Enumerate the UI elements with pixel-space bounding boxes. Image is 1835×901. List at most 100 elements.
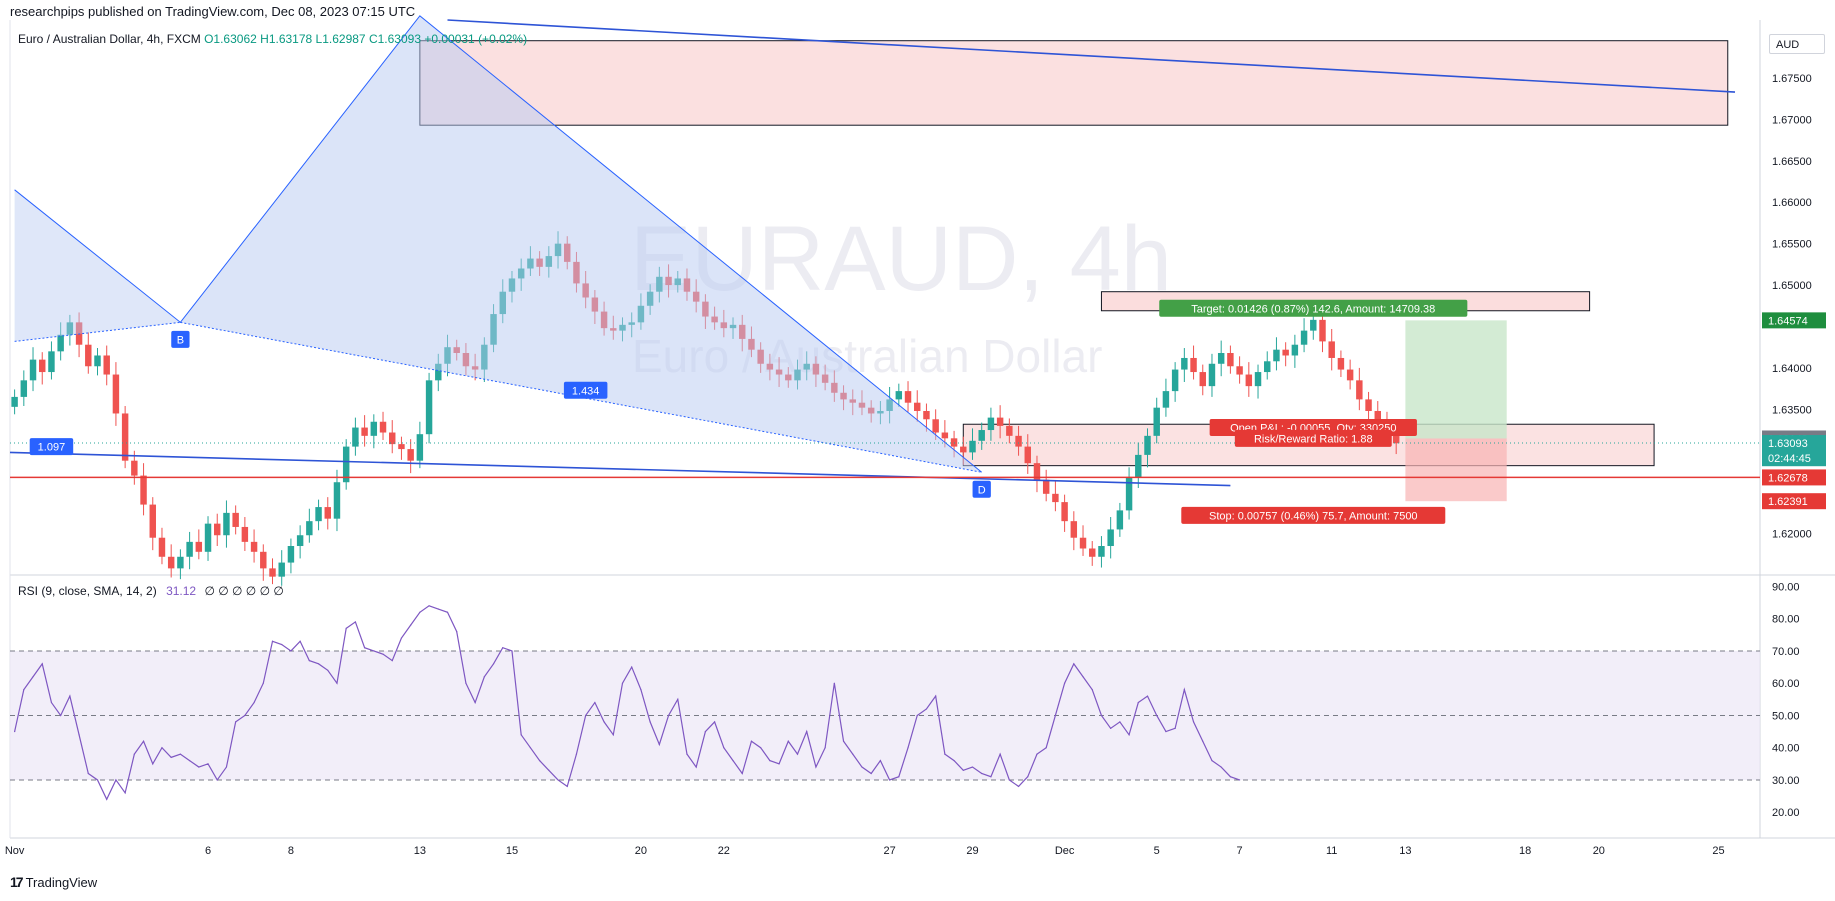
candle-body: [1208, 363, 1216, 387]
time-tick-label: 22: [718, 845, 730, 857]
price-tick-label: 1.66500: [1772, 156, 1812, 168]
rsi-point: [870, 772, 872, 775]
rsi-point: [1229, 776, 1231, 778]
candle-body: [407, 449, 414, 461]
price-axis-tag: 1.63093: [1768, 438, 1808, 450]
candle-body: [1264, 361, 1271, 373]
candle-body: [29, 359, 37, 381]
position-target-area: [1405, 320, 1507, 439]
time-tick-label: 5: [1154, 845, 1160, 857]
price-axis-tag: 02:44:45: [1768, 453, 1811, 465]
rsi-point: [437, 608, 439, 610]
rsi-point: [133, 753, 135, 755]
time-tick-label: 20: [635, 845, 647, 857]
rsi-point: [796, 753, 799, 755]
candle-body: [296, 535, 304, 547]
rsi-point: [640, 689, 642, 691]
candle-body: [1227, 353, 1234, 367]
rsi-point: [557, 779, 559, 781]
rsi-point: [631, 666, 633, 668]
candle-body: [131, 460, 138, 476]
price-axis-tag-bg: [1762, 469, 1826, 486]
rsi-title: RSI (9, close, SMA, 14, 2): [18, 584, 157, 598]
trend-line-top: [447, 19, 1736, 93]
rsi-point: [787, 740, 789, 742]
candle-body: [950, 438, 958, 447]
candle-body: [158, 537, 166, 557]
rsi-point: [971, 766, 974, 768]
rsi-point: [198, 766, 200, 768]
pattern-bcd-fill: [180, 15, 982, 473]
ratio-bd-label: 1.434: [572, 385, 600, 397]
candle-body: [204, 523, 212, 552]
rsi-point: [189, 760, 191, 762]
candle-body: [1365, 399, 1372, 411]
candle-body: [287, 546, 295, 563]
rsi-point: [852, 753, 854, 755]
candle-body: [1199, 372, 1206, 387]
ratio-xd-label: 1.097: [38, 442, 66, 454]
candle-body: [1153, 407, 1160, 436]
rsi-point: [806, 730, 808, 733]
rsi-point: [308, 660, 310, 662]
currency-button[interactable]: AUD: [1769, 34, 1825, 54]
rsi-point: [14, 730, 16, 733]
candle-body: [20, 380, 28, 397]
trend-line-bottom: [9, 451, 1231, 487]
candle-body: [370, 421, 378, 436]
rsi-point: [382, 653, 384, 655]
rsi-point: [585, 714, 587, 717]
rsi-point: [492, 663, 495, 665]
candle-body: [923, 410, 930, 420]
rsi-point: [281, 643, 283, 646]
rsi-point: [1202, 740, 1204, 742]
stop-label: Stop: 0.00757 (0.46%) 75.7, Amount: 7500: [1209, 510, 1418, 522]
time-tick-label: 29: [966, 845, 978, 857]
rsi-point: [364, 647, 366, 649]
footer-brand[interactable]: 17 TradingView: [10, 874, 97, 890]
stop-label-bg: [1181, 506, 1446, 524]
rsi-point: [124, 792, 126, 794]
candle-body: [1328, 341, 1335, 358]
rsi-point: [1128, 734, 1130, 736]
candle-body: [85, 344, 92, 367]
rsi-point: [23, 689, 25, 691]
rsi-point: [446, 611, 449, 613]
rsi-point: [244, 714, 246, 717]
candle-body: [1015, 435, 1022, 447]
axes: 1.67500 1.67000 1.66500 1.66000 1.65500 1.650…: [5, 73, 1826, 857]
rsi-point: [262, 682, 264, 684]
rsi-point: [925, 708, 928, 710]
rsi-point: [290, 650, 292, 652]
candle-body: [1089, 548, 1096, 557]
published-caption: researchpips published on TradingView.co…: [10, 4, 416, 19]
candle-body: [996, 417, 1004, 426]
rsi-point: [686, 753, 688, 755]
candle-body: [978, 430, 985, 441]
rsi-point: [649, 721, 651, 723]
price-axis-tag-bg: [1762, 435, 1826, 452]
rsi-point: [1017, 785, 1020, 788]
change-value: +0.00031 (+0.02%): [424, 32, 528, 46]
time-tick-label: 8: [288, 845, 294, 857]
high-value: H1.63178: [260, 32, 313, 46]
time-tick-label: Nov: [5, 845, 25, 857]
candle-body: [333, 482, 341, 519]
rsi-point: [235, 721, 237, 723]
candle-body: [987, 417, 995, 431]
rsi-point: [465, 682, 467, 684]
rsi-point: [621, 682, 624, 684]
price-tick-label: 1.63500: [1772, 404, 1812, 416]
harmonic-pattern: B D 1.434 1.097 Target: 0.01426 (0.87%) 142.…: [9, 15, 1760, 524]
ratio-bd-label-bg: [563, 381, 608, 399]
rsi-point: [842, 740, 845, 742]
time-tick-label: 15: [506, 845, 518, 857]
rsi-point: [778, 763, 780, 765]
rsi-point: [594, 701, 596, 704]
rsi-point: [1183, 689, 1185, 691]
rsi-point: [548, 769, 550, 771]
candle-body: [11, 396, 18, 407]
candle-body: [932, 419, 939, 433]
rsi-point: [502, 647, 504, 649]
